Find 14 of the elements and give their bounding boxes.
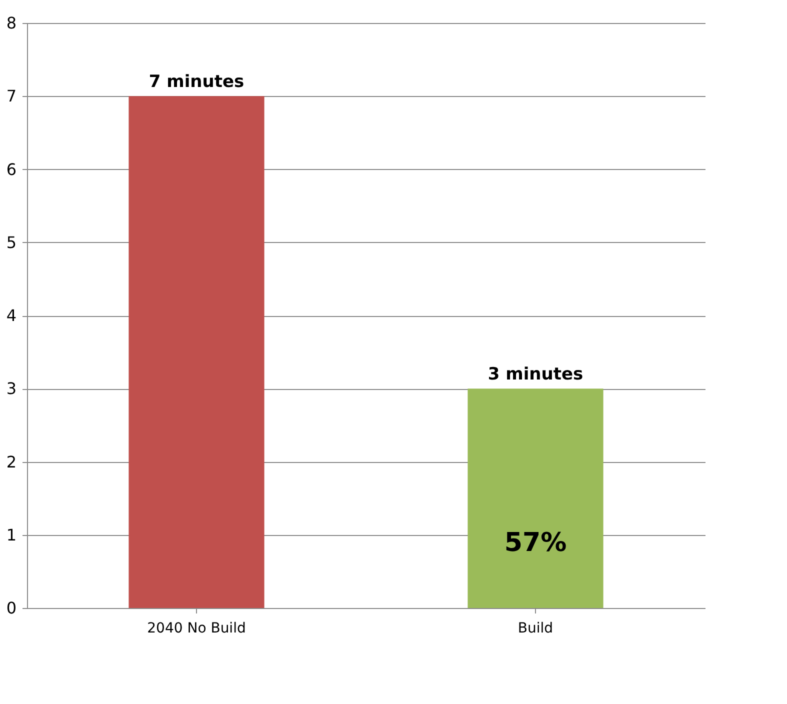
y-tick-label: 0 <box>6 598 16 618</box>
x-tick-label: 2040 No Build <box>147 620 246 636</box>
y-tick-label: 4 <box>6 306 16 325</box>
y-tick-label: 8 <box>6 14 16 32</box>
y-tick-label: 5 <box>6 232 16 252</box>
y-tick-label: 6 <box>6 160 16 179</box>
x-tick-label: Build <box>518 620 554 636</box>
y-tick-label: 1 <box>6 525 16 544</box>
data-label: 3 minutes <box>488 364 584 385</box>
annotation: 57% <box>504 528 567 558</box>
y-tick-label: 7 <box>6 86 16 106</box>
y-tick-label: 2 <box>6 452 16 472</box>
y-tick-label: 3 <box>6 379 16 398</box>
data-label: 7 minutes <box>148 72 244 92</box>
